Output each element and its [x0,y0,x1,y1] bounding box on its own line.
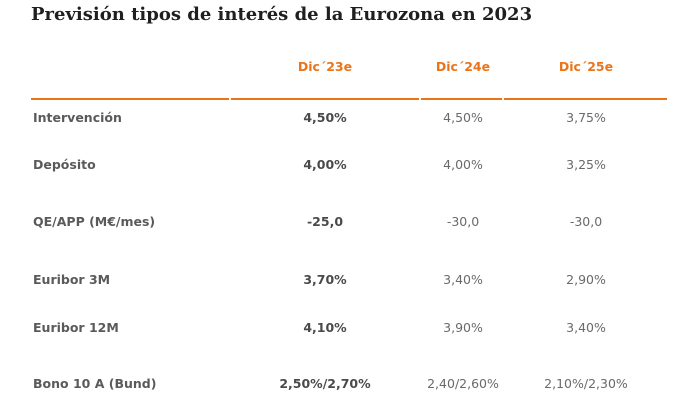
header-divider-dic24 [421,98,502,100]
column-header-dic23: Dic´23e [297,59,353,74]
cell-deposito-dic25: 3,25% [566,157,606,172]
cell-bono-10a-dic24: 2,40/2,60% [427,376,499,391]
cell-euribor-3m-dic25: 2,90% [566,272,606,287]
cell-intervencion-dic24: 4,50% [443,110,483,125]
cell-qe-app-dic25: -30,0 [569,214,603,229]
cell-bono-10a-dic25: 2,10%/2,30% [544,376,628,391]
row-label-euribor-12m: Euribor 12M [33,320,119,335]
cell-euribor-12m-dic24: 3,90% [443,320,483,335]
row-label-qe-app: QE/APP (M€/mes) [33,214,156,229]
column-header-dic24: Dic´24e [435,59,491,74]
header-divider-dic23 [231,98,419,100]
cell-bono-10a-dic23: 2,50%/2,70% [279,376,371,391]
cell-euribor-3m-dic24: 3,40% [443,272,483,287]
row-label-deposito: Depósito [33,157,96,172]
row-label-intervencion: Intervención [33,110,122,125]
page-title: Previsión tipos de interés de la Eurozon… [31,4,533,25]
header-divider-label [31,98,229,100]
row-label-bono-10a: Bono 10 A (Bund) [33,376,157,391]
column-header-dic25: Dic´25e [558,59,614,74]
cell-deposito-dic24: 4,00% [443,157,483,172]
cell-intervencion-dic23: 4,50% [303,110,347,125]
cell-intervencion-dic25: 3,75% [566,110,606,125]
cell-qe-app-dic24: -30,0 [446,214,480,229]
cell-deposito-dic23: 4,00% [303,157,347,172]
row-label-euribor-3m: Euribor 3M [33,272,111,287]
cell-qe-app-dic23: -25,0 [306,214,344,229]
header-divider-dic25 [504,98,667,100]
cell-euribor-12m-dic25: 3,40% [566,320,606,335]
cell-euribor-3m-dic23: 3,70% [303,272,347,287]
cell-euribor-12m-dic23: 4,10% [303,320,347,335]
